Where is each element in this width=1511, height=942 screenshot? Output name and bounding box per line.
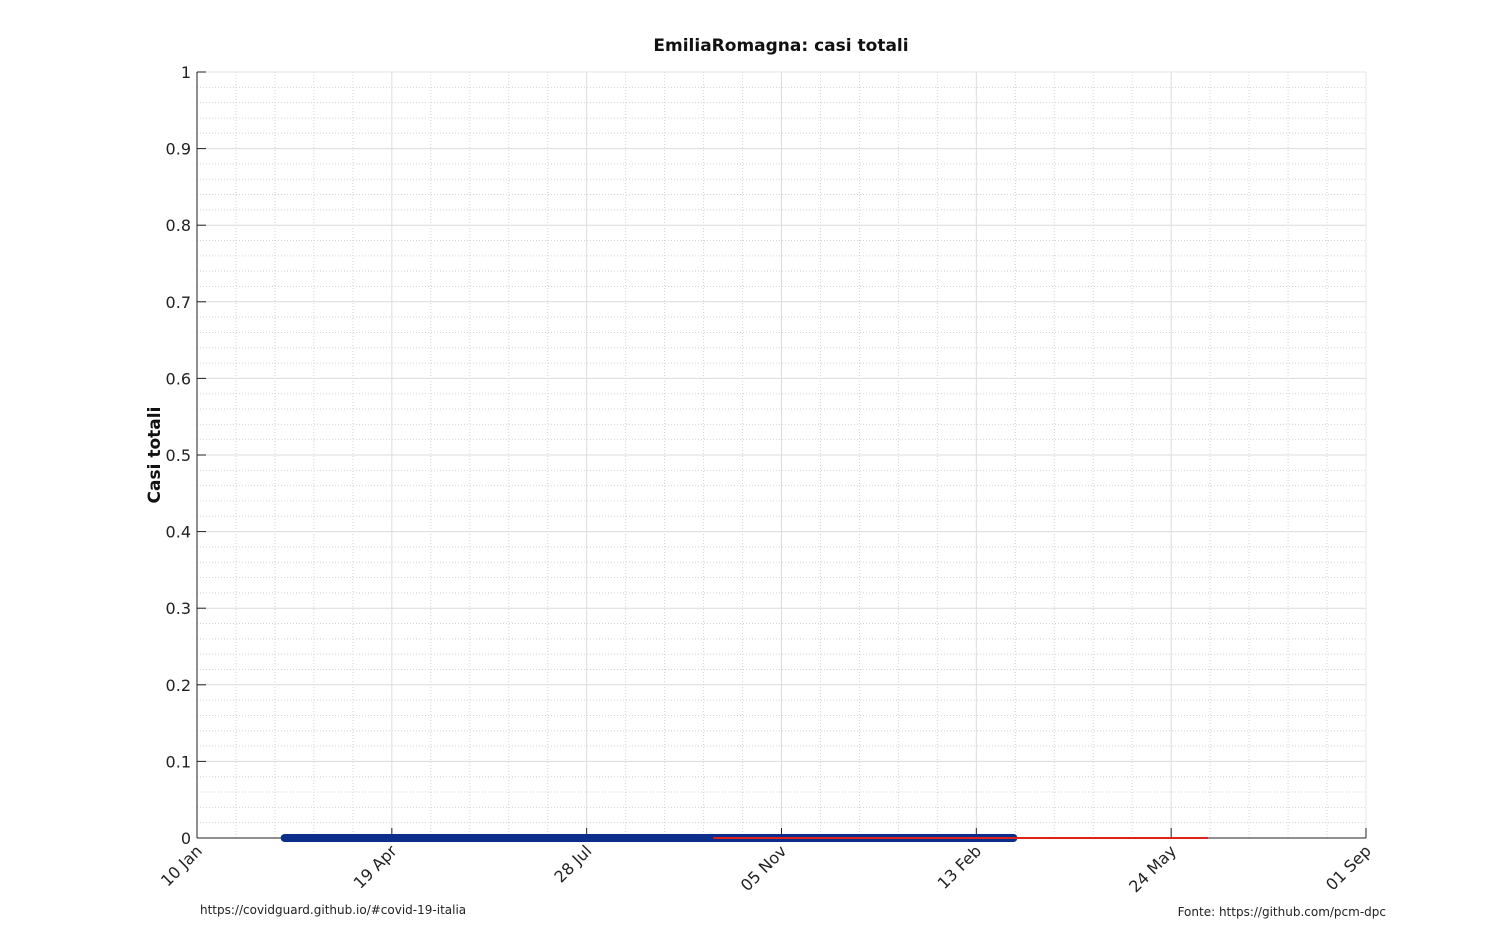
- x-tick-label: 05 Nov: [737, 841, 791, 895]
- y-tick-label: 0.6: [166, 369, 191, 388]
- y-tick-label: 0: [181, 829, 191, 848]
- y-tick-label: 0.2: [166, 676, 191, 695]
- y-tick-label: 0.4: [166, 523, 191, 542]
- y-tick-label: 0.8: [166, 216, 191, 235]
- x-tick-label: 24 May: [1125, 841, 1180, 896]
- y-tick-label: 0.7: [166, 293, 191, 312]
- footer-source-left: https://covidguard.github.io/#covid-19-i…: [200, 903, 467, 917]
- tick-labels: 0 0.1 0.2 0.3 0.4 0.5 0.6 0.7 0.8 0.9 1 10 Jan 19 Ap…: [157, 63, 1375, 896]
- x-tick-label: 10 Jan: [157, 841, 206, 890]
- footer-source-right: Fonte: https://github.com/pcm-dpc: [1177, 905, 1386, 919]
- x-tick-label: 19 Apr: [350, 841, 401, 892]
- y-tick-label: 1: [181, 63, 191, 82]
- x-tick-label: 01 Sep: [1322, 841, 1375, 894]
- y-axis-label: Casi totali: [145, 407, 165, 504]
- y-tick-label: 0.5: [166, 446, 191, 465]
- x-tick-label: 28 Jul: [550, 841, 595, 886]
- y-tick-label: 0.3: [166, 599, 191, 618]
- y-tick-label: 0.1: [166, 752, 191, 771]
- y-tick-label: 0.9: [166, 140, 191, 159]
- chart-title: EmiliaRomagna: casi totali: [653, 36, 908, 56]
- grid: [196, 71, 1367, 839]
- x-tick-label: 13 Feb: [934, 841, 985, 892]
